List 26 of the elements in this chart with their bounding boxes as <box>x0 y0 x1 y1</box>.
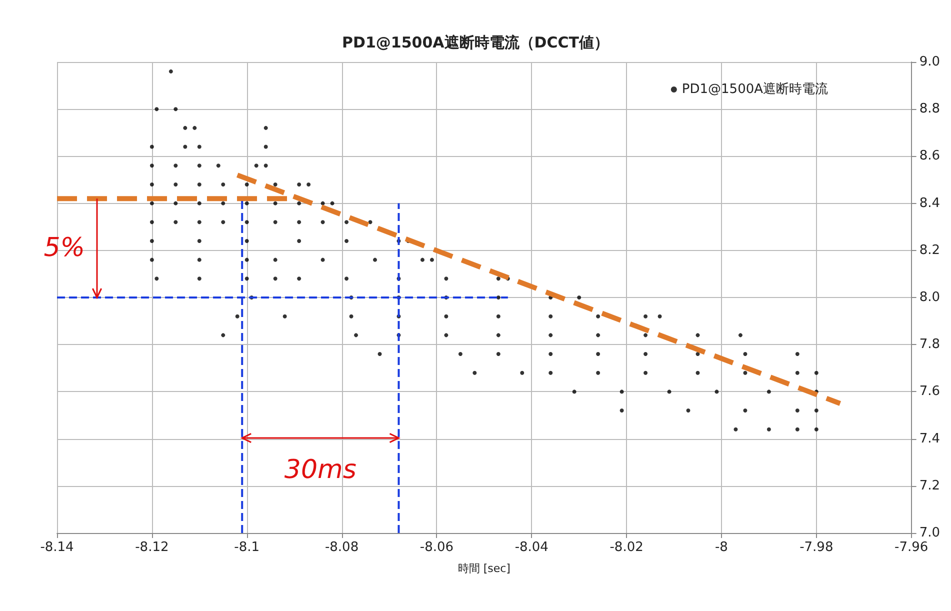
x-tick-label: -8.06 <box>420 540 454 555</box>
x-tick-label: -8 <box>714 540 728 555</box>
y-tick-label: 8.2 <box>919 242 940 258</box>
y-tick-label: 7.6 <box>919 384 940 400</box>
y-tick-label: 7.0 <box>919 526 940 540</box>
x-tick-label: -8.14 <box>40 540 74 555</box>
y-tick-label: 9.0 <box>919 54 940 70</box>
x-tick-label: -8.08 <box>324 540 359 555</box>
x-tick-label: -8.1 <box>234 540 260 555</box>
x-tick-label: -8.04 <box>514 540 548 555</box>
x-tick-label: -8.12 <box>135 540 169 555</box>
annotation: 5% <box>44 233 85 264</box>
y-tick-label: 8.0 <box>919 290 940 305</box>
x-axis-title: 時間 [sec] <box>458 562 510 575</box>
y-tick-label: 7.4 <box>919 431 940 446</box>
annotation: 30ms <box>284 455 356 485</box>
legend-label: PD1@1500A遮断時電流 <box>682 81 828 97</box>
y-tick-label: 8.4 <box>919 196 940 211</box>
x-tick-label: -7.98 <box>800 540 834 555</box>
y-tick-label: 8.8 <box>919 102 940 117</box>
x-tick-label: -7.96 <box>894 540 928 555</box>
y-tick-label: 8.6 <box>919 148 940 164</box>
chart-title: PD1@1500A遮断時電流（DCCT値） <box>342 34 609 52</box>
y-tick-label: 7.2 <box>919 478 940 494</box>
y-tick-label: 7.8 <box>919 337 940 352</box>
x-tick-label: -8.02 <box>610 540 644 555</box>
